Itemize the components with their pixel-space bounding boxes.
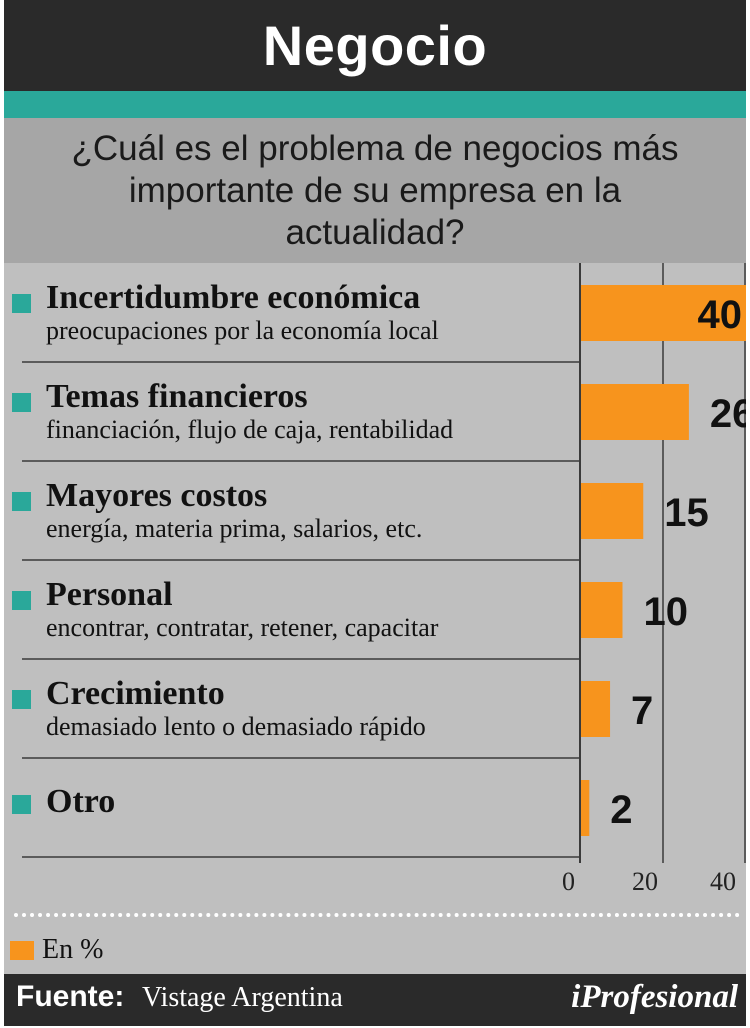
category-label: Personal <box>46 576 173 613</box>
teal-square-icon <box>12 795 31 814</box>
bar-value-label: 10 <box>644 590 689 634</box>
page-title: Negocio <box>262 14 488 77</box>
bar <box>581 582 623 638</box>
source-name: Vistage Argentina <box>142 982 343 1013</box>
legend-label: En % <box>42 934 104 965</box>
bar <box>581 285 746 341</box>
dotted-divider <box>14 913 740 917</box>
x-tick-label: 20 <box>632 867 658 896</box>
teal-square-icon <box>12 492 31 511</box>
footer-bar: Fuente: Vistage Argentina iProfesional <box>4 974 746 1026</box>
category-description: energía, materia prima, salarios, etc. <box>46 514 423 543</box>
question-box: ¿Cuál es el problema de negocios más imp… <box>4 118 746 263</box>
category-description: financiación, flujo de caja, rentabilida… <box>46 415 454 444</box>
bar-value-label: 2 <box>610 788 632 832</box>
category-row: Incertidumbre económica preocupaciones p… <box>4 263 578 362</box>
teal-square-icon <box>12 393 31 412</box>
category-row: Temas financieros financiación, flujo de… <box>4 362 578 461</box>
bar-value-label: 40 <box>698 293 743 337</box>
x-tick-label: 0 <box>562 867 575 896</box>
teal-square-icon <box>12 690 31 709</box>
bar <box>581 780 590 836</box>
category-label: Otro <box>46 783 116 820</box>
legend-swatch <box>10 940 34 960</box>
category-description: demasiado lento o demasiado rápido <box>46 712 426 741</box>
legend: En % <box>10 934 103 966</box>
teal-square-icon <box>12 591 31 610</box>
header-bar: Negocio <box>4 0 746 91</box>
bar <box>581 483 644 539</box>
category-label: Temas financieros <box>46 378 308 415</box>
category-description: preocupaciones por la economía local <box>46 316 439 345</box>
category-label: Mayores costos <box>46 477 268 514</box>
bar-value-label: 15 <box>664 491 709 535</box>
bar-chart: 40 26 15 10 7 2 <box>22 263 746 863</box>
category-description: encontrar, contratar, retener, capacitar <box>46 613 439 642</box>
category-list: Incertidumbre económica preocupaciones p… <box>4 263 584 863</box>
bar-value-label: 7 <box>631 689 653 733</box>
survey-question: ¿Cuál es el problema de negocios más imp… <box>71 128 679 252</box>
source-label: Fuente: <box>16 980 125 1013</box>
category-label: Crecimiento <box>46 675 225 712</box>
bar <box>581 681 611 737</box>
category-label: Incertidumbre económica <box>46 279 421 316</box>
infographic-panel: Negocio ¿Cuál es el problema de negocios… <box>4 0 746 1026</box>
category-row: Crecimiento demasiado lento o demasiado … <box>4 659 578 758</box>
category-row: Mayores costos energía, materia prima, s… <box>4 461 578 560</box>
category-row: Otro <box>4 758 578 857</box>
category-row: Personal encontrar, contratar, retener, … <box>4 560 578 659</box>
teal-square-icon <box>12 294 31 313</box>
brand-logo: iProfesional <box>571 979 738 1015</box>
bar-value-label: 26 <box>710 392 746 436</box>
x-tick-label: 40 <box>710 867 736 896</box>
bar <box>581 384 689 440</box>
accent-band <box>4 91 746 118</box>
